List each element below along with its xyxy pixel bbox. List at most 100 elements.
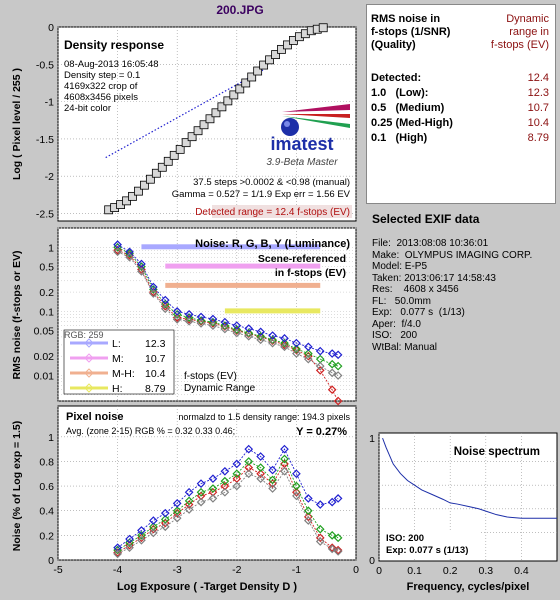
legend-label: M: [112, 353, 124, 365]
density-point [205, 114, 215, 124]
spectrum-xtick-label: 0.4 [514, 565, 529, 577]
pixel-point-g [125, 538, 134, 548]
exif-line-7: Aper: f/4.0 [372, 318, 421, 330]
pixel-point-b [315, 500, 325, 509]
density-point [122, 196, 131, 206]
legend-marker [84, 338, 94, 348]
imatest-logo [281, 104, 350, 136]
spectrum-line [382, 437, 557, 519]
density-fit-line [105, 67, 267, 159]
noise-point-r [292, 345, 301, 355]
pixel-point-b [220, 466, 230, 476]
pixel-point-r [268, 479, 277, 488]
noise-point-y [268, 338, 277, 348]
density-info-0: 08-Aug-2013 16:05:48 [64, 59, 159, 70]
density-info-4: 24-bit color [64, 103, 111, 114]
pixel-point-y [232, 481, 242, 491]
pixel-ytick-label: 0.6 [39, 481, 54, 493]
noise-plot: 1 0.5 0.2 0.1 0.05 0.02 0.01 L: 12.3 M: 10.7 M-H: 1… [34, 227, 357, 406]
dr-header-1: RMS noise in [371, 13, 441, 25]
noise-point-y [137, 267, 146, 276]
dr-row-value-4: 8.79 [527, 132, 549, 144]
logo-text: imatest [270, 134, 333, 154]
pixel-point-b [137, 526, 146, 535]
noise-point-y [333, 371, 343, 380]
dr-bar-h [224, 308, 321, 314]
noise-point-r [172, 313, 182, 322]
density-point [318, 23, 328, 33]
pixel-point-b [208, 474, 218, 484]
density-point [217, 102, 227, 112]
exif-line-4: Res: 4608 x 3456 [372, 284, 459, 295]
pixel-series-g [117, 457, 339, 551]
spectrum-exp: Exp: 0.077 s (1/13) [386, 545, 468, 556]
noise-ytick-label: 1 [48, 242, 54, 254]
pixel-point-y [292, 491, 301, 501]
pixel-point-b [256, 452, 265, 461]
dr-row-label-2: 0.5 (Medium) [371, 102, 445, 114]
noise-panel-label: Noise: R, G, B, Y (Luminance) [195, 238, 350, 250]
spectrum-label: Noise spectrum [454, 446, 540, 458]
pixel-point-y [303, 516, 313, 525]
dr-bar-l [141, 244, 321, 250]
pixel-noise-plot: 0 0.2 0.4 0.6 0.8 1 -5 -4 -3 -2 -1 0 [39, 405, 359, 576]
noise-point-y [149, 289, 158, 298]
pixel-point-g [137, 531, 146, 540]
dr-row-value-1: 12.3 [527, 87, 549, 99]
exif-line-0: File: 2013:08:08 10:36:01 [372, 238, 489, 249]
density-point [229, 90, 239, 100]
pixel-point-y [327, 544, 337, 554]
dynamic-range-table: RMS noise in f-stops (1/SNR) (Quality) D… [366, 4, 556, 204]
pixel-point-b [280, 444, 289, 454]
spectrum-ytick-label: 1 [369, 433, 375, 445]
noise-point-b [280, 333, 289, 343]
noise-legend [63, 329, 175, 395]
density-point [145, 174, 155, 184]
spectrum-iso: ISO: 200 [386, 533, 424, 544]
pixel-point-y [149, 528, 158, 538]
noise-ytick-label: 0.5 [39, 262, 54, 274]
density-point [134, 186, 143, 196]
pixel-point-y [137, 535, 146, 545]
spectrum-xtick-label: 0.3 [478, 565, 493, 577]
legend-value: 10.7 [145, 353, 166, 365]
gamma-text: Gamma = 0.527 = 1/1.9 Exp err = 1.56 EV [172, 189, 351, 200]
pixel-point-b [292, 469, 301, 479]
pixel-point-g [268, 475, 277, 485]
noise-point-g [280, 338, 289, 348]
pixel-avg-text: Avg. (zone 2-15) RGB % = 0.32 0.33 0.46; [66, 426, 235, 436]
pixel-point-y [244, 469, 254, 479]
pixel-point-y [315, 537, 325, 546]
legend-note-2: Dynamic Range [184, 383, 256, 394]
density-point [175, 144, 185, 154]
noise-point-y [125, 252, 134, 262]
pixel-point-r [256, 469, 265, 479]
pixel-point-y [268, 484, 277, 493]
pixel-xtick-label: -1 [292, 564, 301, 576]
pixel-point-g [292, 481, 301, 491]
legend-marker [84, 368, 94, 378]
exif-line-3: Taken: 2013:06:17 14:58:43 [372, 272, 496, 284]
pixel-point-b [196, 479, 206, 488]
dr-bar-m [165, 263, 321, 269]
pixel-point-b [160, 508, 170, 518]
pixel-panel-label: Pixel noise [66, 411, 123, 423]
scene-text-2: in f-stops (EV) [275, 267, 346, 279]
pixel-point-b [303, 494, 313, 503]
spectrum-ytick-label: 0 [369, 555, 375, 567]
noise-point-y [113, 247, 122, 257]
pixel-point-b [244, 444, 254, 454]
noise-point-y [232, 328, 242, 338]
dr-header-3: (Quality) [371, 39, 416, 51]
pixel-point-y [113, 549, 122, 559]
dr-row-label-1: 1.0 (Low): [371, 87, 429, 99]
density-point [241, 78, 251, 88]
noise-point-b [172, 307, 182, 316]
exif-line-6: Exp: 0.077 s (1/13) [372, 307, 465, 318]
exif-title: Selected EXIF data [372, 212, 480, 226]
pixel-point-g [208, 484, 218, 493]
density-point [247, 72, 257, 82]
density-plot: 0 -0.5 -1 -1.5 -2 -2.5 [36, 22, 357, 222]
density-ytick-label: -1.5 [36, 134, 54, 146]
